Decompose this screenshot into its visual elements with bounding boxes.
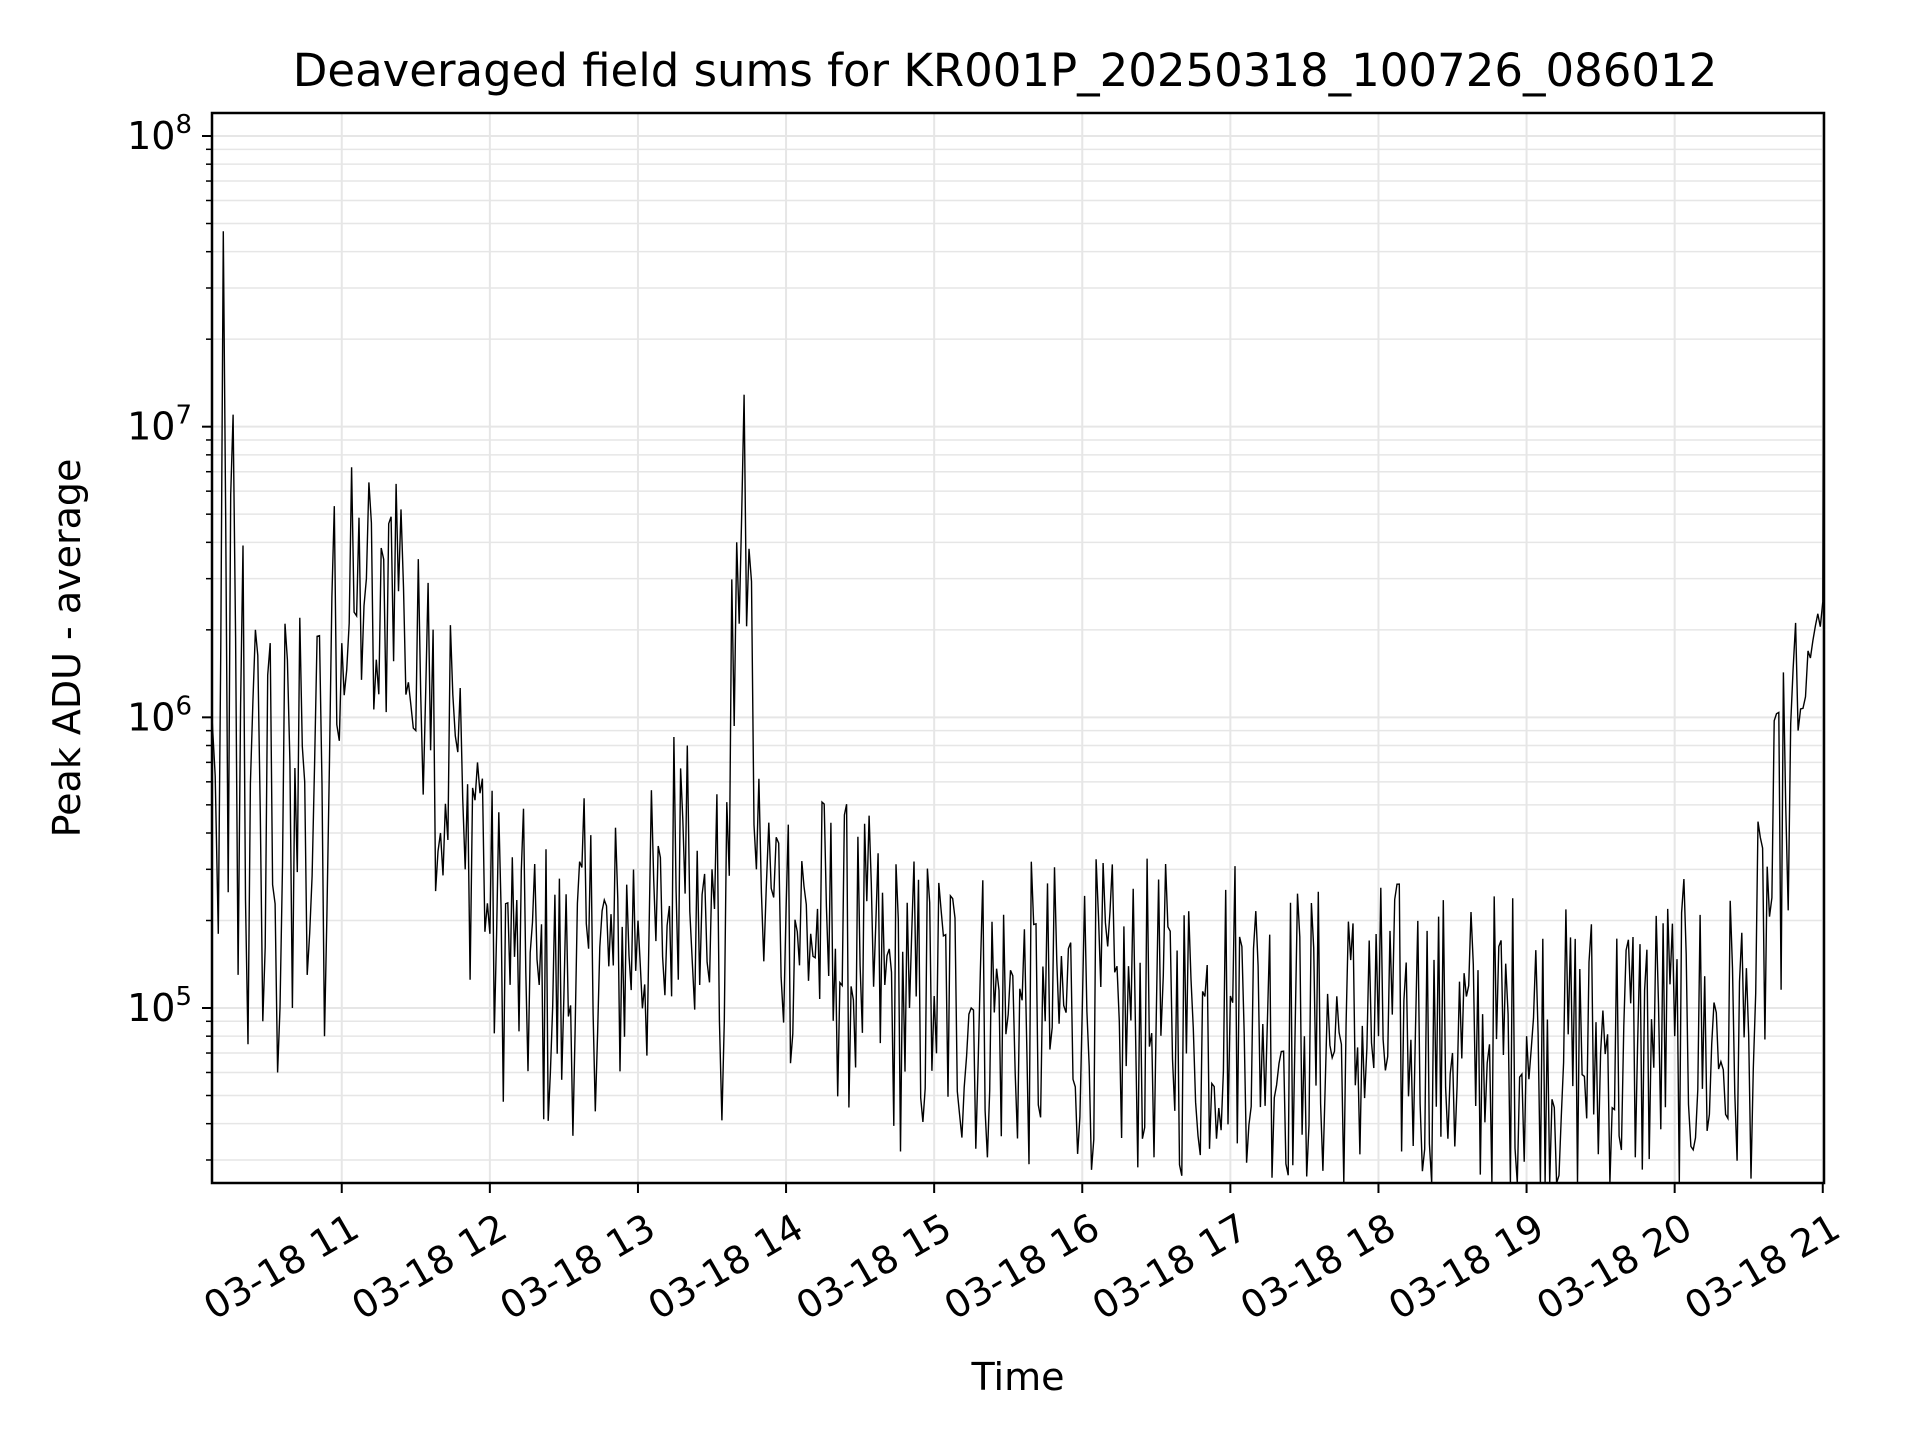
- x-tick-label: 03-18 15: [789, 1205, 959, 1329]
- x-tick-label: 03-18 14: [641, 1205, 811, 1329]
- x-tick-label: 03-18 13: [492, 1205, 662, 1329]
- x-tick-label: 03-18 16: [937, 1205, 1107, 1329]
- grid: [212, 113, 1824, 1183]
- y-axis: 105 106 107 108: [127, 110, 212, 1161]
- x-tick-label: 03-18 18: [1233, 1205, 1403, 1329]
- x-tick-label: 03-18 17: [1085, 1205, 1255, 1329]
- x-tick-label: 03-18 19: [1381, 1205, 1551, 1329]
- y-tick-label: 108: [127, 110, 192, 158]
- y-axis-label: Peak ADU - average: [45, 459, 89, 838]
- plot-frame: [210, 111, 1826, 1185]
- x-tick-label: 03-18 12: [344, 1205, 514, 1329]
- y-tick-label: 107: [127, 401, 192, 449]
- series-area: [211, 156, 1825, 1184]
- y-tick-label: 105: [127, 982, 192, 1030]
- y-tick-label: 106: [127, 691, 192, 739]
- chart-title: Deaveraged field sums for KR001P_2025031…: [293, 44, 1717, 97]
- x-tick-label: 03-18 11: [196, 1205, 366, 1329]
- x-tick-label: 03-18 20: [1529, 1205, 1699, 1329]
- series-line: [211, 156, 1825, 1184]
- x-axis-label: Time: [971, 1355, 1065, 1399]
- x-tick-label: 03-18 21: [1677, 1205, 1847, 1329]
